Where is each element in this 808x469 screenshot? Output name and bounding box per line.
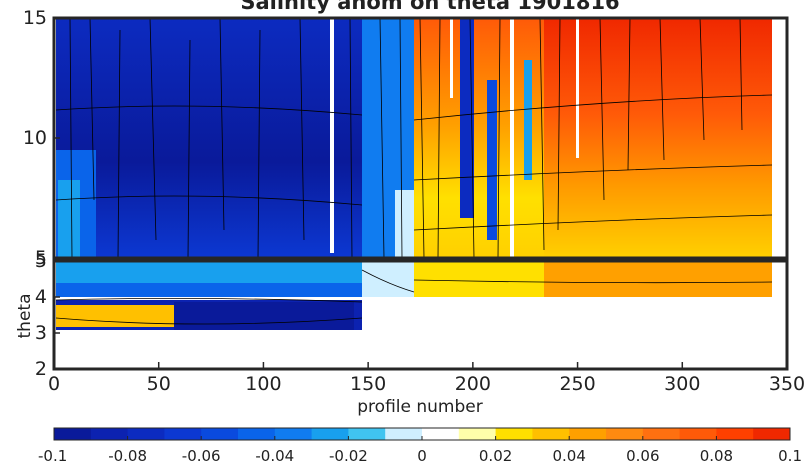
upper-contour-lines — [55, 18, 773, 258]
lower-left-dark-block — [174, 302, 354, 330]
y-axis-label: theta — [15, 294, 35, 339]
upper-white-gap-3 — [450, 18, 453, 98]
upper-y-tick-label: 10 — [23, 127, 47, 149]
lower-y-tick-label: 4 — [35, 286, 47, 308]
lower-y-ticks: 2 3 4 5 — [35, 250, 60, 380]
upper-white-gap-1 — [330, 18, 334, 253]
colorbar-swatch — [311, 428, 349, 440]
colorbar-tick-label: 0.08 — [700, 447, 733, 465]
upper-panel-field — [54, 18, 787, 258]
upper-right-empty — [772, 18, 787, 258]
upper-red-region — [544, 18, 772, 258]
colorbar-swatch — [458, 428, 497, 440]
upper-dark-stripe-3 — [524, 60, 532, 180]
lower-left-warm-patch — [56, 305, 176, 327]
colorbar-tick-label: 0.06 — [626, 447, 659, 465]
colorbar-swatch — [716, 428, 754, 440]
colorbar-swatch — [422, 428, 460, 440]
x-axis-label: profile number — [357, 397, 482, 417]
upper-white-gap-2 — [510, 18, 514, 258]
colorbar-swatch — [201, 428, 239, 440]
colorbar-tick-label: 0 — [417, 447, 427, 465]
x-tick-label: 200 — [455, 373, 491, 395]
upper-yellow-region — [414, 18, 544, 258]
lower-transition — [362, 261, 414, 297]
colorbar-tick-label: 0.02 — [479, 447, 512, 465]
lower-panel-field — [54, 261, 787, 369]
colorbar — [53, 427, 791, 441]
colorbar-tick-label: -0.04 — [255, 447, 294, 465]
colorbar-swatch — [606, 428, 644, 440]
colorbar-swatch — [54, 428, 92, 440]
lower-y-tick-label: 3 — [35, 322, 47, 344]
colorbar-swatch — [385, 428, 423, 440]
x-tick-label: 150 — [350, 373, 386, 395]
colorbar-swatch — [90, 428, 129, 440]
x-tick-label: 50 — [147, 373, 171, 395]
colorbar-swatch — [238, 428, 276, 440]
lower-blue-band — [56, 283, 362, 297]
x-tick-label: 250 — [559, 373, 595, 395]
lower-y-tick-label: 2 — [35, 358, 47, 380]
colorbar-swatch — [127, 428, 165, 440]
lower-orange-region — [544, 261, 772, 297]
upper-y-tick-label: 5 — [35, 247, 47, 269]
colorbar-tick-label: 0.04 — [552, 447, 585, 465]
x-tick-label: 300 — [664, 373, 700, 395]
upper-blue-region — [56, 18, 362, 258]
colorbar-tick-label: -0.02 — [329, 447, 368, 465]
colorbar-swatch — [642, 428, 681, 440]
colorbar-swatch — [164, 428, 202, 440]
colorbar-tick-label: -0.1 — [38, 447, 67, 465]
colorbar-tick-label: -0.08 — [108, 447, 147, 465]
colorbar-swatch — [495, 428, 533, 440]
x-ticks: 0 50 100 150 200 250 300 350 — [48, 362, 805, 395]
colorbar-swatch — [569, 428, 607, 440]
chart-title: Salinity anom on theta 1901816 — [240, 0, 619, 14]
upper-y-tick-label: 15 — [23, 7, 47, 29]
colorbar-swatch — [753, 428, 791, 440]
x-tick-label: 0 — [48, 373, 60, 395]
x-tick-label: 100 — [245, 373, 281, 395]
colorbar-tick-labels: -0.1 -0.08 -0.06 -0.04 -0.02 0 0.02 0.04 0.06 0.0… — [38, 436, 802, 465]
lower-axes-frame — [52, 259, 789, 371]
lower-contour-lines — [55, 269, 773, 325]
upper-white-gap-4 — [576, 18, 579, 158]
colorbar-swatch — [274, 428, 313, 440]
lower-y-tick-label: 5 — [35, 250, 47, 272]
upper-dark-stripe-2 — [487, 80, 497, 240]
colorbar-swatch — [679, 428, 717, 440]
x-tick-label: 350 — [769, 373, 805, 395]
colorbar-tick-label: -0.06 — [182, 447, 221, 465]
upper-cyan-strip — [58, 180, 80, 258]
upper-y-ticks: 5 10 15 — [23, 7, 60, 269]
lower-yellow-region — [414, 261, 544, 297]
colorbar-swatch — [532, 428, 570, 440]
colorbar-swatch — [348, 428, 386, 440]
colorbar-tick-label: 0.1 — [778, 447, 802, 465]
